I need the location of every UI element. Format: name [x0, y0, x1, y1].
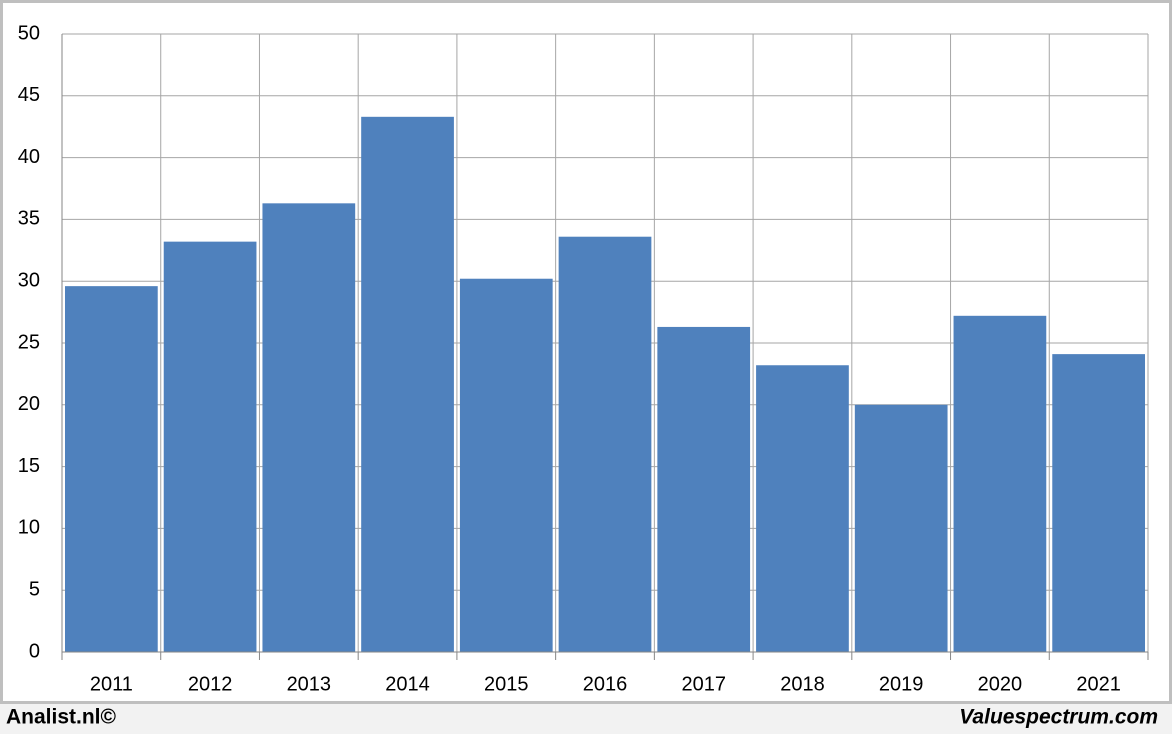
x-tick-label: 2016 — [583, 673, 628, 695]
y-tick-label: 25 — [18, 331, 40, 353]
bar — [657, 326, 751, 652]
y-tick-label: 30 — [18, 269, 40, 291]
bar — [262, 203, 356, 652]
y-tick-label: 10 — [18, 517, 40, 539]
x-tick-label: 2019 — [879, 673, 924, 695]
bar — [1052, 354, 1145, 652]
x-tick-label: 2014 — [385, 673, 430, 695]
y-tick-label: 50 — [18, 22, 40, 44]
bar — [756, 365, 849, 652]
bar — [953, 315, 1047, 652]
x-tick-label: 2013 — [287, 673, 332, 695]
x-tick-label: 2021 — [1076, 673, 1121, 695]
y-tick-label: 45 — [18, 84, 40, 106]
x-tick-label: 2015 — [484, 673, 529, 695]
y-tick-label: 15 — [18, 455, 40, 477]
source-left: Analist.nl© — [6, 706, 117, 729]
bar — [65, 286, 158, 652]
y-tick-label: 20 — [18, 393, 40, 415]
bar — [558, 236, 652, 653]
x-tick-label: 2012 — [188, 673, 233, 695]
y-tick-label: 5 — [29, 578, 40, 600]
x-tick-label: 2018 — [780, 673, 825, 695]
y-tick-label: 35 — [18, 208, 40, 230]
x-tick-label: 2020 — [978, 673, 1023, 695]
x-tick-label: 2011 — [90, 673, 133, 695]
y-tick-label: 0 — [29, 640, 40, 662]
bar — [854, 404, 948, 652]
source-right: Valuespectrum.com — [959, 706, 1158, 729]
bar — [459, 278, 553, 652]
bar — [361, 116, 454, 652]
bar — [163, 241, 257, 652]
y-tick-label: 40 — [18, 146, 40, 168]
x-tick-label: 2017 — [681, 673, 726, 695]
